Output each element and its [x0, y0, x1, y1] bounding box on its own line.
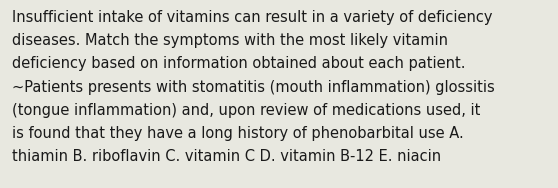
Text: (tongue inflammation) and, upon review of medications used, it: (tongue inflammation) and, upon review o… — [12, 103, 480, 118]
Text: diseases. Match the symptoms with the most likely vitamin: diseases. Match the symptoms with the mo… — [12, 33, 448, 48]
Text: deficiency based on information obtained about each patient.: deficiency based on information obtained… — [12, 56, 465, 71]
Text: ~Patients presents with stomatitis (mouth inflammation) glossitis: ~Patients presents with stomatitis (mout… — [12, 80, 495, 95]
Text: Insufficient intake of vitamins can result in a variety of deficiency: Insufficient intake of vitamins can resu… — [12, 10, 493, 25]
Text: thiamin B. riboflavin C. vitamin C D. vitamin B-12 E. niacin: thiamin B. riboflavin C. vitamin C D. vi… — [12, 149, 441, 164]
Text: is found that they have a long history of phenobarbital use A.: is found that they have a long history o… — [12, 126, 464, 141]
